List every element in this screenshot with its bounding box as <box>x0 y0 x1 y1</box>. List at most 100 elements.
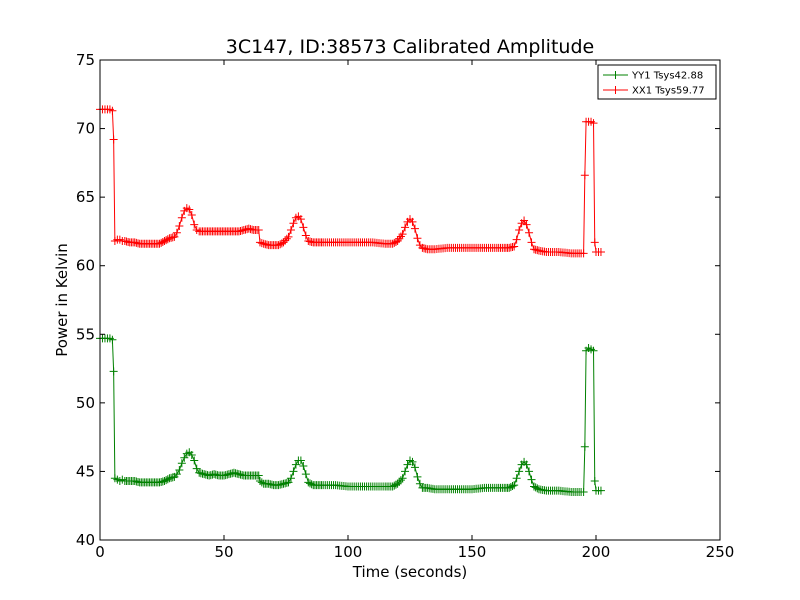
data-point <box>175 221 184 230</box>
data-point <box>398 230 407 239</box>
y-tick-label: 45 <box>76 462 95 480</box>
x-tick-label: 250 <box>706 543 735 561</box>
data-point <box>508 482 517 491</box>
data-point <box>108 106 117 115</box>
legend-item: YY1 Tsys42.88 <box>603 71 703 82</box>
y-tick-label: 55 <box>76 325 95 343</box>
data-point <box>177 459 186 468</box>
x-tick-label: 0 <box>95 543 105 561</box>
data-point <box>187 210 196 219</box>
data-point <box>413 472 422 481</box>
data-point <box>391 237 400 246</box>
data-point <box>305 479 314 488</box>
x-tick-label: 100 <box>334 543 363 561</box>
data-point <box>296 456 305 465</box>
y-tick-label: 40 <box>76 531 95 549</box>
data-point <box>291 460 300 469</box>
data-point <box>281 236 290 245</box>
legend-marker <box>611 86 620 94</box>
y-tick-label: 75 <box>76 51 95 69</box>
data-point <box>282 234 291 243</box>
legend-label: YY1 Tsys42.88 <box>631 71 703 82</box>
data-point <box>410 224 419 233</box>
data-point <box>510 481 519 490</box>
data-point <box>254 226 263 235</box>
x-tick-label: 50 <box>214 543 233 561</box>
data-point <box>515 467 524 476</box>
data-point <box>525 228 534 237</box>
data-point <box>515 226 524 235</box>
data-point <box>525 467 534 476</box>
data-point <box>512 235 521 244</box>
data-point <box>175 466 184 475</box>
data-point <box>506 482 515 491</box>
data-point <box>596 248 605 256</box>
data-point <box>401 223 410 232</box>
data-point <box>396 476 405 485</box>
data-point <box>185 205 194 214</box>
data-point <box>512 474 521 483</box>
legend-label: XX1 Tsys59.77 <box>632 86 705 97</box>
data-point <box>108 335 117 344</box>
data-point <box>172 228 181 237</box>
data-point <box>172 470 181 479</box>
x-tick-label: 200 <box>582 543 611 561</box>
data-point <box>533 484 542 493</box>
data-point <box>254 471 263 480</box>
y-axis-label: Power in Kelvin <box>53 243 71 357</box>
data-point <box>408 217 417 226</box>
data-point <box>109 135 118 144</box>
x-tick-label: 150 <box>458 543 487 561</box>
legend-marker <box>611 71 620 79</box>
data-point <box>410 463 419 472</box>
data-point <box>160 237 169 246</box>
y-tick-label: 65 <box>76 188 95 206</box>
data-point <box>162 236 171 245</box>
data-point <box>522 220 531 229</box>
plot-area <box>99 59 721 541</box>
data-point <box>522 460 531 469</box>
data-point <box>162 476 171 485</box>
data-point <box>284 232 293 241</box>
data-point <box>590 238 599 247</box>
data-point <box>589 346 598 355</box>
data-point <box>520 216 529 225</box>
data-point <box>527 238 536 247</box>
data-point <box>192 464 201 473</box>
data-point <box>255 238 264 247</box>
axis-ticks: 0 50 100 150 200 250 40 45 50 55 60 65 70 75 <box>76 51 734 561</box>
data-point <box>390 238 399 247</box>
data-point <box>158 237 167 246</box>
data-point <box>510 242 519 251</box>
legend-box <box>597 64 717 100</box>
data-point <box>527 475 536 484</box>
data-point <box>109 367 118 376</box>
data-point <box>163 235 172 244</box>
data-point <box>388 482 397 491</box>
series-1 <box>96 334 605 496</box>
data-point <box>163 475 172 484</box>
data-point <box>307 480 316 489</box>
data-point <box>395 477 404 486</box>
data-point <box>274 241 283 250</box>
data-point <box>180 453 189 462</box>
legend-item: XX1 Tsys59.77 <box>603 86 705 97</box>
data-point <box>276 240 285 249</box>
data-point <box>415 479 424 488</box>
data-point <box>177 213 186 222</box>
chart-title: 3C147, ID:38573 Calibrated Amplitude <box>226 36 594 58</box>
data-point <box>579 249 588 258</box>
data-point <box>530 482 538 491</box>
data-point <box>301 231 310 240</box>
y-tick-label: 50 <box>76 394 95 412</box>
data-point <box>401 467 410 476</box>
y-tick-label: 60 <box>76 257 95 275</box>
data-point <box>398 474 407 483</box>
y-tick-label: 70 <box>76 120 95 138</box>
data-point <box>579 488 588 496</box>
data-point <box>190 220 199 229</box>
data-point <box>160 477 169 486</box>
data-point <box>590 477 599 486</box>
data-point <box>286 226 295 235</box>
